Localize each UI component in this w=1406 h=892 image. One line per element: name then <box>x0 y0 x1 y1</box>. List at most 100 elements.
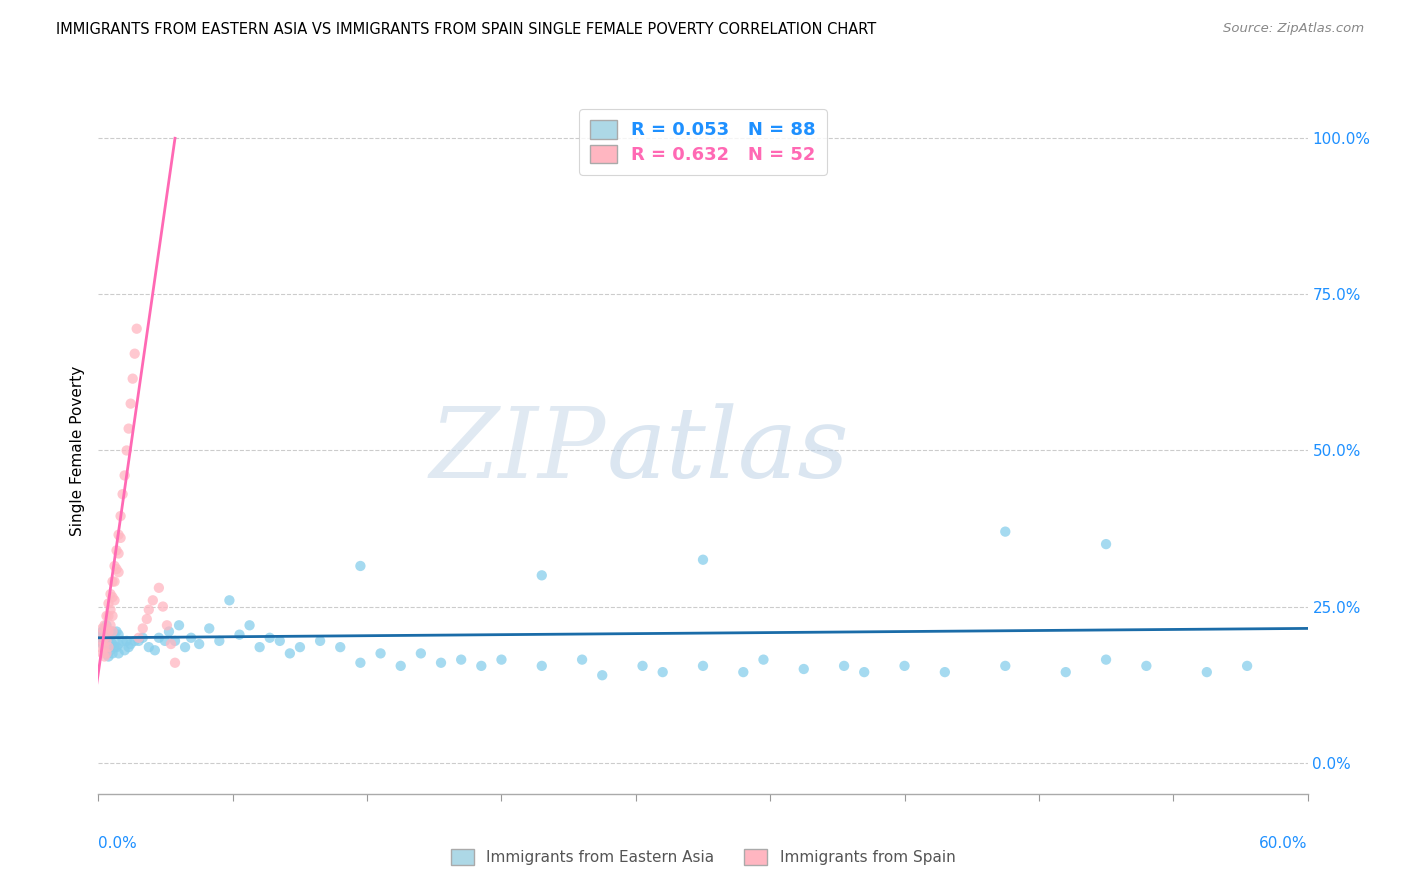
Point <box>105 640 128 655</box>
Point <box>651 665 673 680</box>
Y-axis label: Single Female Poverty: Single Female Poverty <box>69 366 84 535</box>
Point <box>157 624 180 639</box>
Point <box>128 631 150 645</box>
Point <box>853 665 876 680</box>
Point <box>1195 665 1218 680</box>
Point <box>135 612 157 626</box>
Point <box>430 656 453 670</box>
Text: 60.0%: 60.0% <box>1260 836 1308 851</box>
Point <box>96 609 118 624</box>
Text: atlas: atlas <box>606 403 849 498</box>
Point <box>93 631 115 645</box>
Point <box>100 618 122 632</box>
Point <box>138 603 160 617</box>
Point <box>148 631 170 645</box>
Point <box>97 649 120 664</box>
Point <box>142 593 165 607</box>
Point <box>107 628 129 642</box>
Point <box>692 552 714 567</box>
Point <box>101 624 124 639</box>
Point <box>91 637 114 651</box>
Point <box>174 640 197 655</box>
Point <box>100 633 122 648</box>
Point <box>470 658 492 673</box>
Point <box>409 646 432 660</box>
Point <box>91 621 114 635</box>
Point <box>591 668 613 682</box>
Point <box>93 618 115 632</box>
Point <box>105 624 128 639</box>
Point <box>93 633 115 648</box>
Point <box>105 543 128 558</box>
Point <box>1054 665 1077 680</box>
Point <box>218 593 240 607</box>
Point <box>228 628 250 642</box>
Point <box>107 566 129 580</box>
Point <box>97 609 120 624</box>
Point <box>89 628 111 642</box>
Point <box>100 603 122 617</box>
Point <box>1236 658 1258 673</box>
Point <box>156 618 179 632</box>
Point <box>571 653 593 667</box>
Point <box>269 633 291 648</box>
Point <box>114 468 136 483</box>
Point <box>994 524 1017 539</box>
Point <box>93 649 115 664</box>
Point <box>180 631 202 645</box>
Point <box>111 633 134 648</box>
Legend: Immigrants from Eastern Asia, Immigrants from Spain: Immigrants from Eastern Asia, Immigrants… <box>444 843 962 871</box>
Point <box>107 637 129 651</box>
Point <box>1095 537 1118 551</box>
Point <box>163 633 186 648</box>
Text: ZIP: ZIP <box>430 403 606 498</box>
Point <box>96 618 118 632</box>
Point <box>132 621 155 635</box>
Point <box>121 371 143 385</box>
Point <box>832 658 855 673</box>
Point <box>118 640 141 655</box>
Point <box>198 621 221 635</box>
Point <box>107 546 129 561</box>
Point <box>101 574 124 589</box>
Point <box>97 624 120 639</box>
Point <box>152 599 174 614</box>
Point <box>105 562 128 576</box>
Point <box>530 658 553 673</box>
Point <box>153 633 176 648</box>
Point <box>259 631 281 645</box>
Point <box>101 609 124 624</box>
Point <box>101 624 124 639</box>
Point <box>124 633 146 648</box>
Point <box>96 633 118 648</box>
Point <box>103 558 125 574</box>
Point <box>934 665 956 680</box>
Point <box>93 621 115 635</box>
Point <box>89 628 111 642</box>
Point <box>118 422 141 436</box>
Point <box>100 587 122 601</box>
Point <box>111 487 134 501</box>
Point <box>114 643 136 657</box>
Point <box>89 633 111 648</box>
Point <box>96 621 118 635</box>
Point <box>349 558 371 574</box>
Point <box>249 640 271 655</box>
Point <box>103 640 125 655</box>
Point <box>115 633 138 648</box>
Point <box>793 662 815 676</box>
Point <box>389 658 412 673</box>
Point <box>160 637 183 651</box>
Point <box>893 658 915 673</box>
Point <box>97 624 120 639</box>
Point <box>110 508 132 523</box>
Point <box>91 624 114 639</box>
Point <box>101 637 124 651</box>
Point <box>107 646 129 660</box>
Point <box>692 658 714 673</box>
Point <box>101 591 124 605</box>
Point <box>103 574 125 589</box>
Point <box>125 322 148 336</box>
Point <box>329 640 352 655</box>
Point <box>631 658 654 673</box>
